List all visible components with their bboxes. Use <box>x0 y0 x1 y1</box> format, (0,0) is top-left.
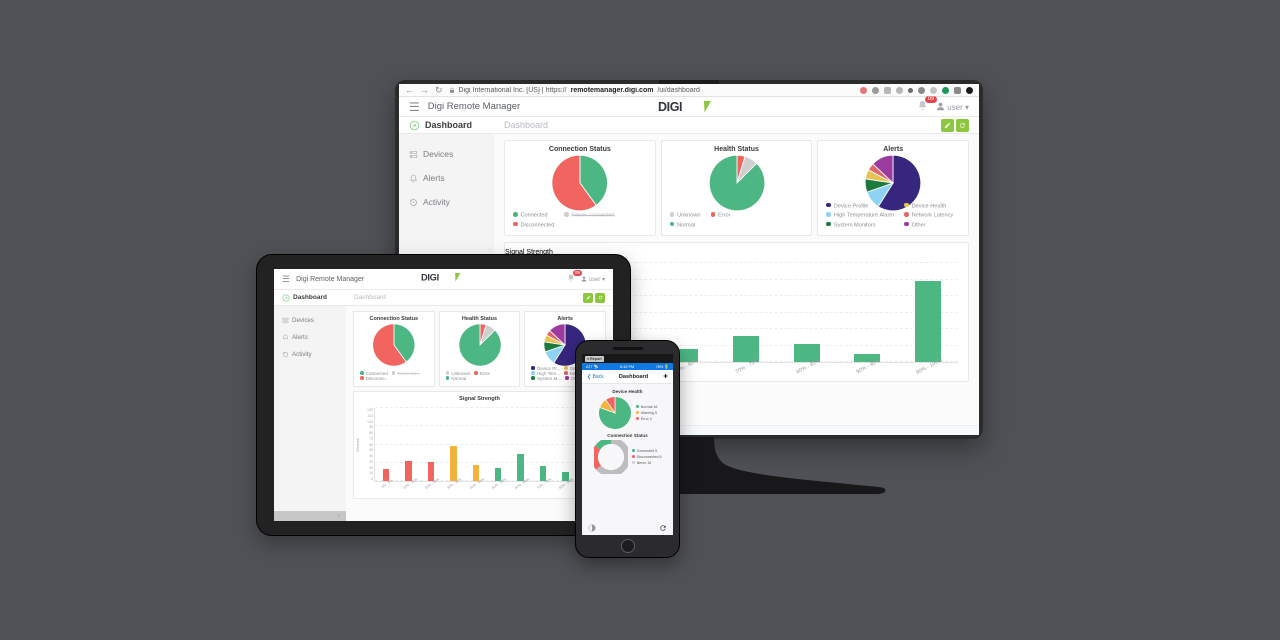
svg-text:DIGI: DIGI <box>658 100 682 114</box>
svg-text:DIGI: DIGI <box>421 272 439 282</box>
